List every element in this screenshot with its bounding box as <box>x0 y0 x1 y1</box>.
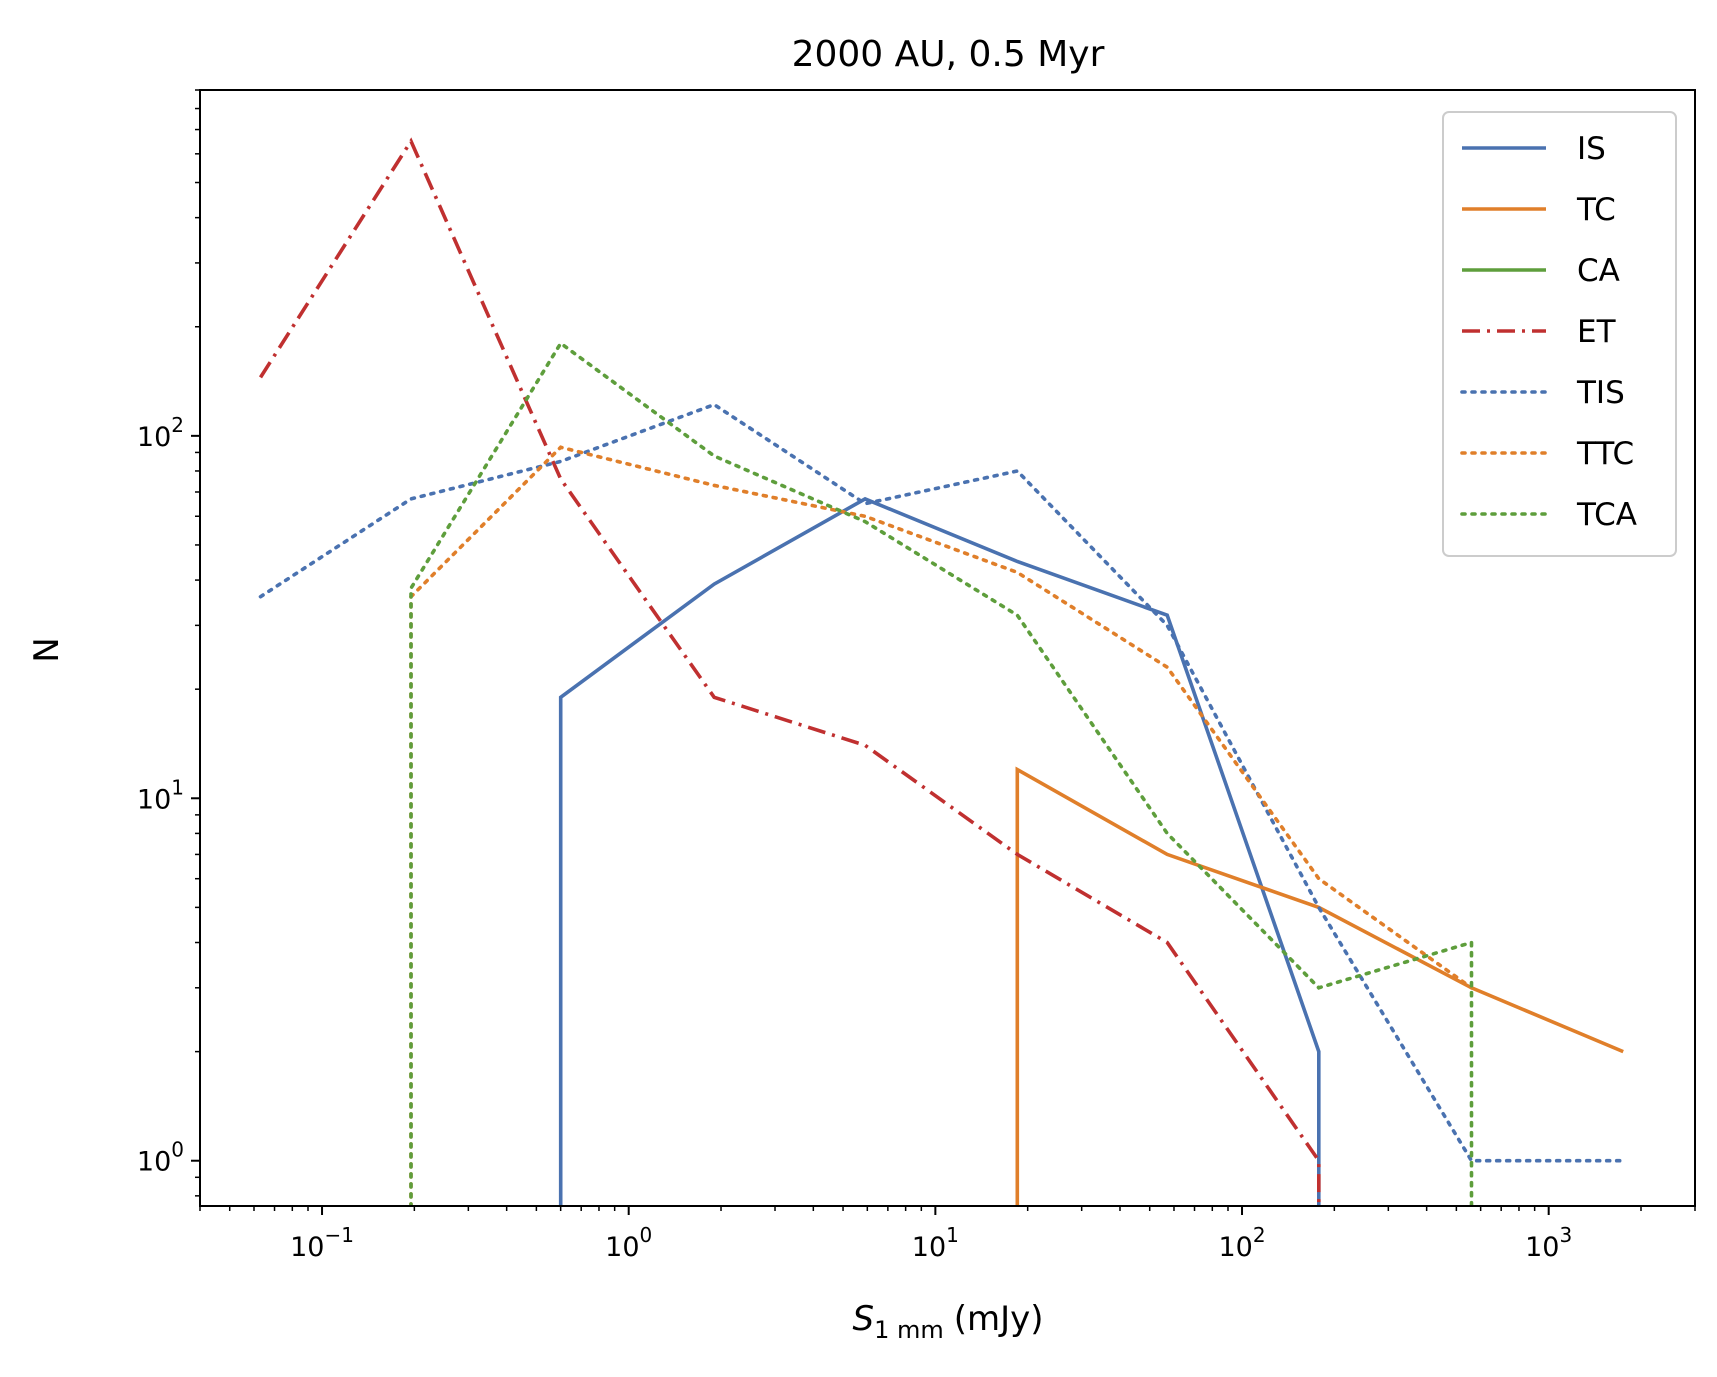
legend-label-ca: CA <box>1577 253 1620 289</box>
series-line-tis <box>258 402 1625 1163</box>
series-layer <box>258 137 1625 1206</box>
plot-frame <box>199 89 1696 1207</box>
legend-box <box>1442 111 1677 557</box>
series-line-tc <box>1015 766 1624 1206</box>
x-tick-label: 103 <box>1525 1223 1572 1263</box>
y-axis: 100 101 102 <box>137 89 200 1197</box>
series-line-ttc <box>409 445 1474 1206</box>
legend-label-et: ET <box>1577 314 1617 350</box>
series-line-et <box>258 137 1321 1206</box>
x-axis-label-unit: (mJy) <box>954 1299 1044 1339</box>
x-tick-label: 101 <box>912 1223 959 1263</box>
x-axis: 10−1 100 101 102 103 <box>199 1206 1696 1263</box>
legend-label-tis: TIS <box>1576 375 1625 411</box>
legend-label-tca: TCA <box>1576 497 1637 533</box>
legend-label-ttc: TTC <box>1576 436 1634 472</box>
series-line-tca <box>409 340 1474 1206</box>
legend-label-tc: TC <box>1576 192 1616 228</box>
x-tick-label: 102 <box>1218 1223 1265 1263</box>
x-tick-label: 100 <box>605 1223 652 1263</box>
y-axis-label: N <box>27 637 67 662</box>
y-tick-label: 102 <box>137 413 184 453</box>
y-tick-label: 101 <box>137 775 184 815</box>
x-tick-label: 10−1 <box>290 1223 354 1263</box>
x-axis-label-main: S <box>852 1299 874 1339</box>
chart-title: 2000 AU, 0.5 Myr <box>792 34 1105 75</box>
x-axis-label: S1 mm (mJy) <box>852 1299 1043 1344</box>
x-axis-label-subscript: 1 mm <box>874 1316 944 1344</box>
series-line-is <box>558 496 1321 1206</box>
legend-label-is: IS <box>1577 131 1606 167</box>
legend: IS TC CA ET TIS TTC TCA <box>1442 111 1677 557</box>
y-tick-label: 100 <box>137 1138 184 1178</box>
